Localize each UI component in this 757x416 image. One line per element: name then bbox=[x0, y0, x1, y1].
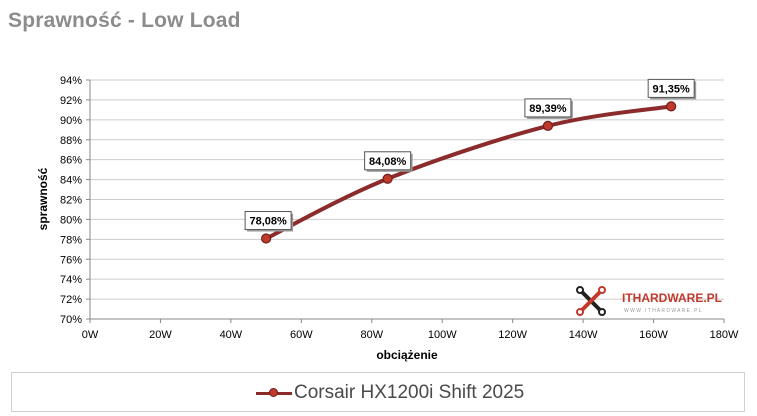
axes bbox=[86, 79, 725, 323]
legend-label: Corsair HX1200i Shift 2025 bbox=[294, 382, 525, 403]
data-point bbox=[261, 233, 272, 244]
x-tick-label: 0W bbox=[82, 329, 99, 341]
x-tick-label: 140W bbox=[569, 329, 598, 341]
x-tick-label: 60W bbox=[290, 329, 313, 341]
y-tick-label: 88% bbox=[60, 135, 82, 147]
x-tick-label: 160W bbox=[639, 329, 668, 341]
x-tick-label: 20W bbox=[149, 329, 172, 341]
x-logo-icon bbox=[576, 286, 606, 316]
y-tick-label: 80% bbox=[60, 214, 82, 226]
page-title: Sprawność - Low Load bbox=[8, 9, 241, 32]
tick-labels: 70% 72% 74% 76% 78% 80% 82% 84% 86% 88% 90% 92% 94% 0… bbox=[60, 75, 739, 341]
data-label: 91,35% bbox=[653, 83, 691, 95]
legend-swatch bbox=[256, 385, 292, 401]
y-tick-label: 72% bbox=[60, 294, 82, 306]
y-tick-label: 84% bbox=[60, 175, 82, 187]
y-tick-label: 90% bbox=[60, 115, 82, 127]
chart: 70% 72% 74% 76% 78% 80% 82% 84% 86% 88% 90% 92% 94% 0… bbox=[36, 75, 739, 362]
y-tick-label: 94% bbox=[60, 75, 82, 87]
y-tick-label: 76% bbox=[60, 254, 82, 266]
data-label: 89,39% bbox=[529, 103, 567, 115]
y-tick-label: 78% bbox=[60, 234, 82, 246]
data-point bbox=[666, 101, 677, 112]
data-label: 84,08% bbox=[369, 156, 407, 168]
data-point bbox=[542, 120, 553, 132]
series-line bbox=[265, 104, 672, 241]
watermark-logo: ITHARDWARE.PL W W W . I T H A R D W A R … bbox=[576, 286, 722, 316]
data-label: 78,08% bbox=[249, 216, 287, 228]
legend: Corsair HX1200i Shift 2025 bbox=[11, 372, 745, 412]
y-tick-label: 74% bbox=[60, 274, 82, 286]
x-tick-label: 40W bbox=[220, 329, 243, 341]
y-tick-label: 92% bbox=[60, 95, 82, 107]
data-label-box bbox=[364, 151, 412, 171]
x-axis-title: obciążenie bbox=[376, 348, 438, 362]
data-point bbox=[382, 173, 393, 184]
legend-item: Corsair HX1200i Shift 2025 bbox=[256, 380, 524, 406]
x-tick-label: 180W bbox=[710, 329, 739, 341]
y-tick-label: 70% bbox=[60, 314, 82, 326]
data-label-box bbox=[524, 98, 572, 118]
data-label-box bbox=[647, 78, 695, 98]
x-tick-label: 120W bbox=[498, 329, 527, 341]
x-tick-label: 100W bbox=[428, 329, 457, 341]
watermark-url: W W W . I T H A R D W A R E . P L bbox=[624, 308, 702, 314]
y-tick-label: 86% bbox=[60, 155, 82, 167]
grid-lines bbox=[90, 79, 724, 320]
y-tick-label: 82% bbox=[60, 195, 82, 207]
watermark-brand: ITHARDWARE.PL bbox=[622, 291, 722, 305]
x-tick-label: 80W bbox=[360, 329, 383, 341]
series-group: 78,08% 84,08% 89,39% 91,35% bbox=[244, 78, 697, 244]
y-axis-title: sprawność bbox=[36, 167, 50, 230]
data-label-box bbox=[244, 211, 292, 231]
